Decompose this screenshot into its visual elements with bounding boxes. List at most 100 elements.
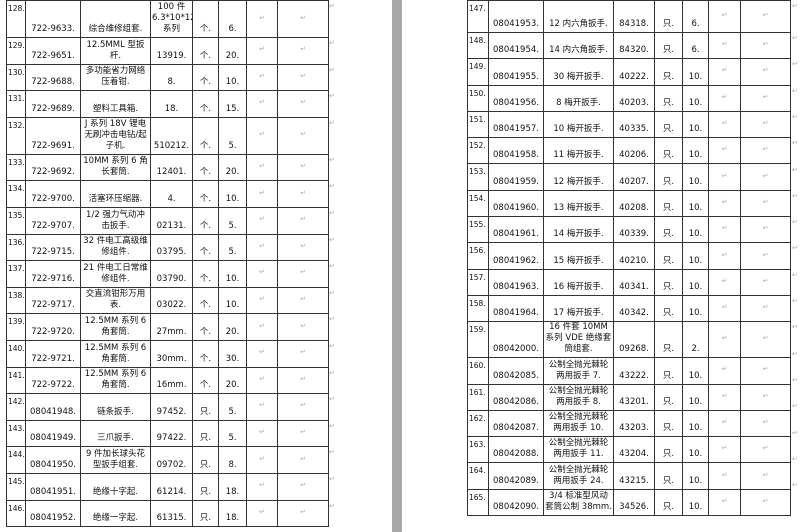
empty-cell[interactable]: ↵ bbox=[277, 0, 329, 38]
part-number: 08041963. bbox=[488, 268, 544, 296]
table-row: 165. 08042090. 3/4 标准型风动套筒公制 38mm. 34526. 只.… bbox=[467, 488, 791, 517]
empty-cell[interactable]: ↵ bbox=[708, 409, 741, 438]
item-name: 公制全抛光棘轮两用扳手 7. bbox=[543, 357, 614, 385]
empty-cell[interactable]: ↵ bbox=[277, 116, 329, 155]
empty-cell[interactable]: ↵ bbox=[246, 419, 278, 448]
empty-cell[interactable]: ↵ bbox=[246, 260, 278, 288]
quantity: 5. bbox=[218, 206, 247, 235]
empty-cell[interactable]: ↵ bbox=[740, 294, 791, 323]
row-index: 165. bbox=[467, 488, 489, 517]
empty-cell[interactable]: ↵ bbox=[708, 436, 741, 464]
empty-cell[interactable]: ↵ bbox=[246, 499, 278, 528]
quantity: 6. bbox=[218, 0, 247, 38]
empty-cell[interactable]: ↵ bbox=[708, 137, 741, 165]
empty-cell[interactable]: ↵ bbox=[277, 206, 329, 235]
empty-cell[interactable]: ↵ bbox=[740, 216, 791, 244]
empty-cell[interactable]: ↵ bbox=[708, 462, 741, 490]
empty-cell[interactable]: ↵ bbox=[740, 357, 791, 385]
empty-cell[interactable]: ↵ bbox=[708, 488, 741, 517]
empty-cell[interactable]: ↵ bbox=[277, 37, 329, 65]
empty-cell[interactable]: ↵ bbox=[246, 233, 278, 262]
empty-cell[interactable]: ↵ bbox=[246, 0, 278, 38]
table-row: 154. 08041960. 13 梅开扳手. 40208. 只. 10. ↵ ↵ bbox=[467, 189, 791, 218]
empty-cell[interactable]: ↵ bbox=[708, 383, 741, 411]
empty-cell[interactable]: ↵ bbox=[740, 163, 791, 191]
empty-cell[interactable]: ↵ bbox=[277, 260, 329, 288]
empty-cell[interactable]: ↵ bbox=[246, 37, 278, 65]
empty-cell[interactable]: ↵ bbox=[277, 233, 329, 262]
empty-cell[interactable]: ↵ bbox=[246, 366, 278, 395]
empty-cell[interactable]: ↵ bbox=[277, 446, 329, 474]
empty-cell[interactable]: ↵ bbox=[740, 242, 791, 270]
empty-cell[interactable]: ↵ bbox=[246, 116, 278, 155]
empty-cell[interactable]: ↵ bbox=[708, 321, 741, 359]
empty-cell[interactable]: ↵ bbox=[246, 180, 278, 208]
empty-cell[interactable]: ↵ bbox=[277, 313, 329, 341]
empty-cell[interactable]: ↵ bbox=[740, 84, 791, 112]
empty-cell[interactable]: ↵ bbox=[246, 153, 278, 182]
empty-cell[interactable]: ↵ bbox=[740, 31, 791, 60]
empty-cell[interactable]: ↵ bbox=[708, 84, 741, 112]
empty-cell[interactable]: ↵ bbox=[277, 180, 329, 208]
part-number: 722-9700. bbox=[25, 180, 81, 208]
empty-cell[interactable]: ↵ bbox=[708, 294, 741, 323]
row-end-mark-icon: ↵ bbox=[329, 65, 335, 74]
empty-cell[interactable]: ↵ bbox=[708, 31, 741, 60]
empty-cell[interactable]: ↵ bbox=[246, 446, 278, 474]
empty-cell[interactable]: ↵ bbox=[277, 366, 329, 395]
empty-cell[interactable]: ↵ bbox=[246, 206, 278, 235]
table-row: 160. 08042085. 公制全抛光棘轮两用扳手 7. 43222. 只. 10. ↵ ↵ bbox=[467, 357, 791, 385]
empty-cell[interactable]: ↵ bbox=[277, 393, 329, 421]
empty-cell[interactable]: ↵ bbox=[277, 419, 329, 448]
empty-cell[interactable]: ↵ bbox=[740, 110, 791, 139]
empty-cell[interactable]: ↵ bbox=[740, 137, 791, 165]
empty-cell[interactable]: ↵ bbox=[708, 189, 741, 218]
empty-cell[interactable]: ↵ bbox=[708, 242, 741, 270]
quantity: 6. bbox=[682, 0, 709, 33]
empty-cell[interactable]: ↵ bbox=[740, 0, 791, 33]
empty-cell[interactable]: ↵ bbox=[708, 357, 741, 385]
empty-cell[interactable]: ↵ bbox=[740, 268, 791, 296]
empty-cell[interactable]: ↵ bbox=[277, 90, 329, 118]
unit: 个. bbox=[192, 180, 219, 208]
empty-cell[interactable]: ↵ bbox=[277, 499, 329, 528]
paragraph-mark-icon: ↵ bbox=[762, 444, 769, 453]
empty-cell[interactable]: ↵ bbox=[277, 153, 329, 182]
quantity: 20. bbox=[218, 37, 247, 65]
empty-cell[interactable]: ↵ bbox=[740, 436, 791, 464]
table-row: 132. 722-9691. J 系列 18V 锂电无刷冲击电钻/起子机. 51021… bbox=[6, 116, 329, 155]
empty-cell[interactable]: ↵ bbox=[708, 216, 741, 244]
empty-cell[interactable]: ↵ bbox=[708, 58, 741, 86]
empty-cell[interactable]: ↵ bbox=[277, 339, 329, 368]
empty-cell[interactable]: ↵ bbox=[277, 472, 329, 501]
empty-cell[interactable]: ↵ bbox=[246, 313, 278, 341]
empty-cell[interactable]: ↵ bbox=[740, 189, 791, 218]
empty-cell[interactable]: ↵ bbox=[740, 409, 791, 438]
parts-table-left: 128.722-9633.综合维修组套.100 件 6.3*10*12.5MM … bbox=[6, 0, 329, 528]
model-number: 40341. bbox=[613, 268, 655, 296]
empty-cell[interactable]: ↵ bbox=[246, 339, 278, 368]
part-number: 08041958. bbox=[488, 137, 544, 165]
item-name: 综合维修组套. bbox=[80, 0, 151, 38]
table-row: 128.722-9633.综合维修组套.100 件 6.3*10*12.5MM … bbox=[6, 0, 329, 38]
table-row: 155. 08041961. 14 梅开扳手. 40339. 只. 10. ↵ ↵ bbox=[467, 216, 791, 244]
empty-cell[interactable]: ↵ bbox=[277, 286, 329, 315]
empty-cell[interactable]: ↵ bbox=[246, 63, 278, 92]
empty-cell[interactable]: ↵ bbox=[740, 488, 791, 517]
empty-cell[interactable]: ↵ bbox=[708, 0, 741, 33]
empty-cell[interactable]: ↵ bbox=[708, 110, 741, 139]
model-number: 40207. bbox=[613, 163, 655, 191]
empty-cell[interactable]: ↵ bbox=[740, 462, 791, 490]
empty-cell[interactable]: ↵ bbox=[740, 383, 791, 411]
item-name: 12.5MML 型扳杆. bbox=[80, 37, 151, 65]
empty-cell[interactable]: ↵ bbox=[246, 90, 278, 118]
empty-cell[interactable]: ↵ bbox=[246, 472, 278, 501]
empty-cell[interactable]: ↵ bbox=[708, 268, 741, 296]
empty-cell[interactable]: ↵ bbox=[277, 63, 329, 92]
empty-cell[interactable]: ↵ bbox=[740, 58, 791, 86]
empty-cell[interactable]: ↵ bbox=[708, 163, 741, 191]
empty-cell[interactable]: ↵ bbox=[740, 321, 791, 359]
paragraph-mark-icon: ↵ bbox=[300, 374, 306, 383]
empty-cell[interactable]: ↵ bbox=[246, 286, 278, 315]
empty-cell[interactable]: ↵ bbox=[246, 393, 278, 421]
